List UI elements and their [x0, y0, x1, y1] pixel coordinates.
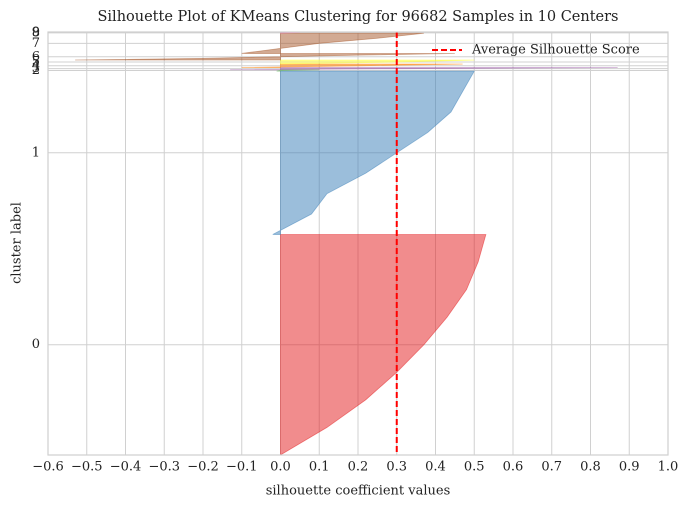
x-tick-label: 0.5: [464, 460, 485, 475]
x-tick-label: 0.9: [619, 460, 640, 475]
x-tick-label: 1.0: [658, 460, 679, 475]
silhouette-area: [280, 59, 475, 65]
x-tick-label: 0.0: [270, 460, 291, 475]
x-tick-label: 0.2: [348, 460, 369, 475]
legend: Average Silhouette Score: [432, 43, 640, 58]
y-tick-label: 5: [32, 55, 40, 70]
x-tick-label: 0.8: [580, 460, 601, 475]
y-axis-label: cluster label: [10, 202, 25, 284]
y-tick-label: 8: [32, 25, 40, 40]
y-tick-label: 2: [32, 63, 40, 78]
x-tick-label: 0.4: [425, 460, 446, 475]
silhouette-area: [280, 234, 487, 456]
silhouette-area: [241, 32, 424, 54]
chart-title: Silhouette Plot of KMeans Clustering for…: [97, 9, 618, 25]
plot-frame: [47, 31, 669, 456]
silhouette-area: [75, 53, 455, 61]
x-tick-label: 0.6: [503, 460, 524, 475]
silhouette-area: [241, 63, 463, 68]
silhouette-area: [230, 67, 618, 71]
legend-label: Average Silhouette Score: [471, 43, 640, 58]
y-tick-label: 4: [32, 58, 40, 73]
y-tick-label: 9: [32, 25, 40, 40]
silhouette-area: [272, 70, 475, 235]
x-tick-label: −0.1: [226, 460, 258, 475]
x-tick-label: −0.4: [110, 460, 142, 475]
x-tick-label: 0.1: [309, 460, 330, 475]
y-tick-label: 7: [32, 36, 40, 51]
x-tick-label: −0.2: [187, 460, 219, 475]
y-tick-label: 6: [32, 49, 40, 64]
x-tick-label: −0.3: [148, 460, 180, 475]
y-tick-label: 0: [32, 337, 40, 352]
x-tick-label: −0.5: [71, 460, 103, 475]
y-tick-label: 1: [32, 145, 40, 160]
x-tick-label: 0.3: [386, 460, 407, 475]
x-tick-label: 0.7: [541, 460, 562, 475]
x-axis-label: silhouette coefficient values: [266, 484, 451, 499]
x-tick-label: −0.6: [32, 460, 64, 475]
y-tick-label: 3: [32, 61, 40, 76]
